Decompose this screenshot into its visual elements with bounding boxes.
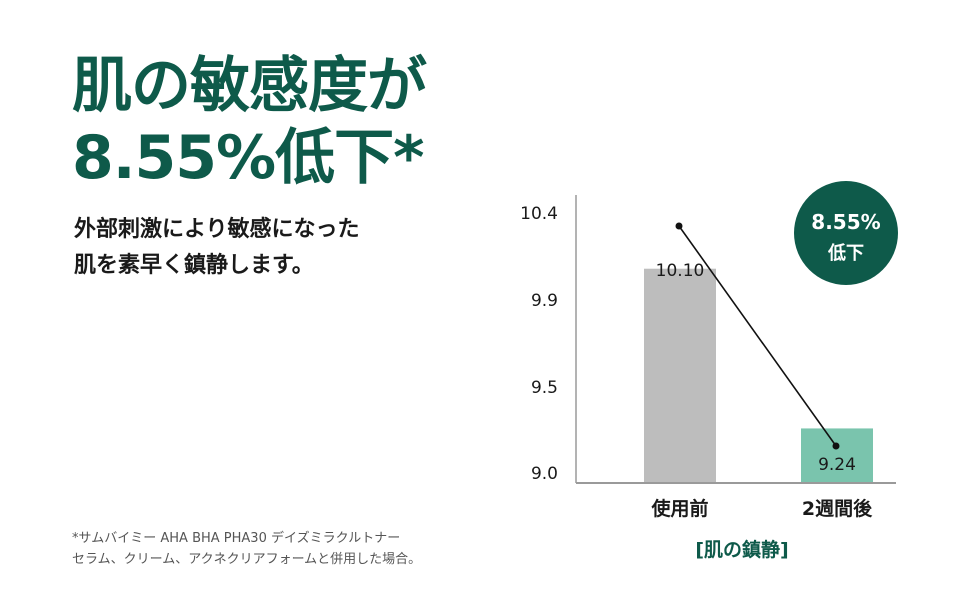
- trend-point: [675, 222, 683, 230]
- y-tick-label: 10.4: [520, 204, 558, 224]
- reduction-badge: 8.55% 低下: [794, 181, 898, 285]
- bar-value-label: 10.10: [656, 261, 705, 281]
- subtext-line-2: 肌を素早く鎮静します。: [74, 253, 314, 278]
- headline: 肌の敏感度が 8.55%低下*: [72, 50, 427, 194]
- y-tick-label: 9.9: [531, 291, 558, 311]
- reduction-badge-value: 8.55%: [811, 210, 880, 234]
- headline-line-1: 肌の敏感度が: [72, 51, 427, 121]
- footnote-line-2: セラム、クリーム、アクネクリアフォームと併用した場合。: [72, 552, 422, 567]
- x-category-label: 2週間後: [802, 497, 873, 520]
- reduction-badge-label: 低下: [827, 242, 864, 264]
- footnote-line-1: *サムバイミー AHA BHA PHA30 デイズミラクルトナー: [72, 531, 401, 546]
- x-axis-title: [肌の鎮静]: [695, 538, 788, 561]
- bar-after: [801, 428, 873, 483]
- bar-value-label: 9.24: [818, 455, 856, 475]
- trend-point: [832, 442, 840, 450]
- subtext-line-1: 外部刺激により敏感になった: [74, 217, 360, 242]
- bar-before: [644, 268, 716, 483]
- headline-line-2: 8.55%低下*: [72, 123, 425, 193]
- y-tick-label: 9.5: [531, 378, 558, 398]
- reduction-badge-circle: [794, 181, 898, 285]
- subtext: 外部刺激により敏感になった 肌を素早く鎮静します。: [74, 212, 360, 284]
- y-tick-label: 9.0: [531, 464, 558, 484]
- trend-line: [678, 225, 837, 447]
- footnote: *サムバイミー AHA BHA PHA30 デイズミラクルトナー セラム、クリー…: [72, 528, 421, 570]
- x-category-label: 使用前: [650, 497, 708, 520]
